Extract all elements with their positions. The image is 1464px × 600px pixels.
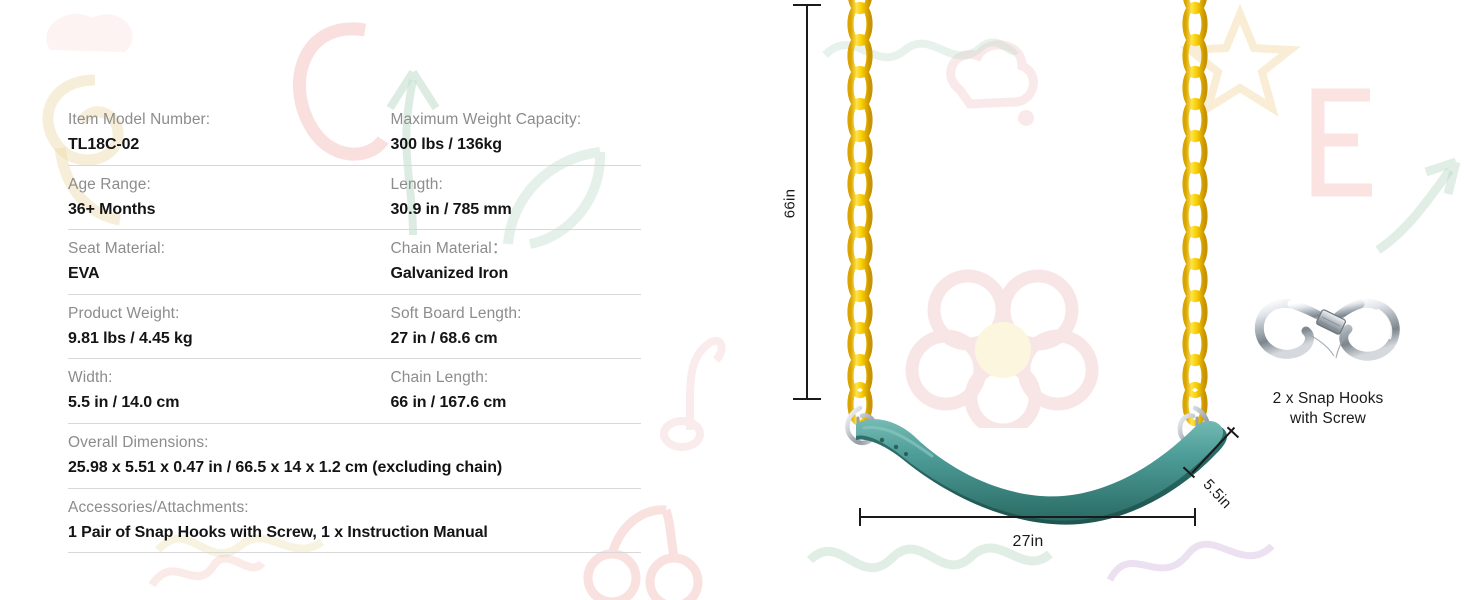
dimension-line-chain-height [806,4,808,400]
spec-cell-left: Item Model Number: TL18C-02 [68,108,355,158]
table-row: Age Range: 36+ Months Length: 30.9 in / … [68,173,641,231]
accessory-caption: 2 x Snap Hooks with Screw [1248,389,1408,430]
spec-cell-left: Width: 5.5 in / 14.0 cm [68,366,355,416]
spec-value: 27 in / 68.6 cm [390,329,498,347]
watermark-music-note [660,320,750,460]
spec-label: Length: [390,175,443,193]
spec-value: 25.98 x 5.51 x 0.47 in / 66.5 x 14 x 1.2… [68,459,503,477]
spec-cell-right: Length: 30.9 in / 785 mm [355,173,642,223]
spec-cell-left: Age Range: 36+ Months [68,173,355,223]
spec-value: 1 Pair of Snap Hooks with Screw, 1 x Ins… [68,523,488,541]
spec-value: TL18C-02 [68,136,140,154]
screw-nut [1316,309,1346,335]
table-row-accessories: Accessories/Attachments: 1 Pair of Snap … [68,496,641,554]
accessory-caption-line1: 2 x Snap Hooks [1272,390,1384,407]
specification-table: Item Model Number: TL18C-02 Maximum Weig… [68,108,642,554]
swing-seat-illustration [845,0,1228,525]
spec-value: 66 in / 167.6 cm [390,394,507,412]
spec-label: Age Range: [68,175,151,193]
spec-label: Maximum Weight Capacity: [390,111,582,128]
spec-cell-right: Chain Material： Galvanized Iron [355,237,642,287]
spec-value: 5.5 in / 14.0 cm [68,394,180,412]
table-row: Item Model Number: TL18C-02 Maximum Weig… [68,108,641,166]
spec-value: 300 lbs / 136kg [390,136,503,154]
spec-cell-full: Overall Dimensions: 25.98 x 5.51 x 0.47 … [68,431,641,481]
table-row: Seat Material: EVA Chain Material： Galva… [68,237,641,295]
spec-cell-right: Maximum Weight Capacity: 300 lbs / 136kg [355,108,642,158]
spec-label: Overall Dimensions: [68,434,209,452]
dimension-cap-left [859,508,861,526]
chain-right [1186,0,1205,423]
spec-value: Galvanized Iron [390,265,509,283]
chain-left [851,0,870,423]
dimension-cap-right [1194,508,1196,526]
dimension-cap-bottom [793,398,821,400]
accessory-snap-hooks: 2 x Snap Hooks with Screw [1248,286,1408,430]
spec-cell-full: Accessories/Attachments: 1 Pair of Snap … [68,496,641,546]
spec-cell-right: Soft Board Length: 27 in / 68.6 cm [355,302,642,352]
spec-label: Soft Board Length: [390,304,522,322]
dimension-line-seat-width [1191,426,1235,474]
table-row: Width: 5.5 in / 14.0 cm Chain Length: 66… [68,366,642,425]
spec-cell-left: Product Weight: 9.81 lbs / 4.45 kg [68,302,355,352]
spec-label: Seat Material: [68,240,166,258]
accessory-caption-line2: with Screw [1290,410,1366,428]
spec-cell-right: Chain Length: 66 in / 167.6 cm [355,366,642,416]
spec-label: Width: [68,369,113,387]
dimension-line-seat-length [860,516,1196,518]
spec-cell-left: Seat Material: EVA [68,237,355,287]
spec-value: 9.81 lbs / 4.45 kg [68,329,193,347]
snap-hook-icon [1254,298,1400,361]
table-row-overall-dimensions: Overall Dimensions: 25.98 x 5.51 x 0.47 … [68,431,641,489]
watermark-blob-topleft [30,0,150,70]
dimension-label-seat-length: 27in [1012,533,1044,550]
swing-seat [856,419,1228,525]
dimension-seat-width: 5.5in [1182,426,1296,522]
spec-label: Item Model Number: [68,111,211,128]
spec-label: Accessories/Attachments: [68,498,249,516]
spec-value: EVA [68,265,100,283]
spec-label: Chain Length: [390,369,489,387]
spec-label: Chain Material： [390,240,508,258]
spec-value: 30.9 in / 785 mm [390,200,512,218]
spec-value: 36+ Months [68,200,156,218]
table-row: Product Weight: 9.81 lbs / 4.45 kg Soft … [68,302,641,360]
spec-label: Product Weight: [68,304,180,322]
